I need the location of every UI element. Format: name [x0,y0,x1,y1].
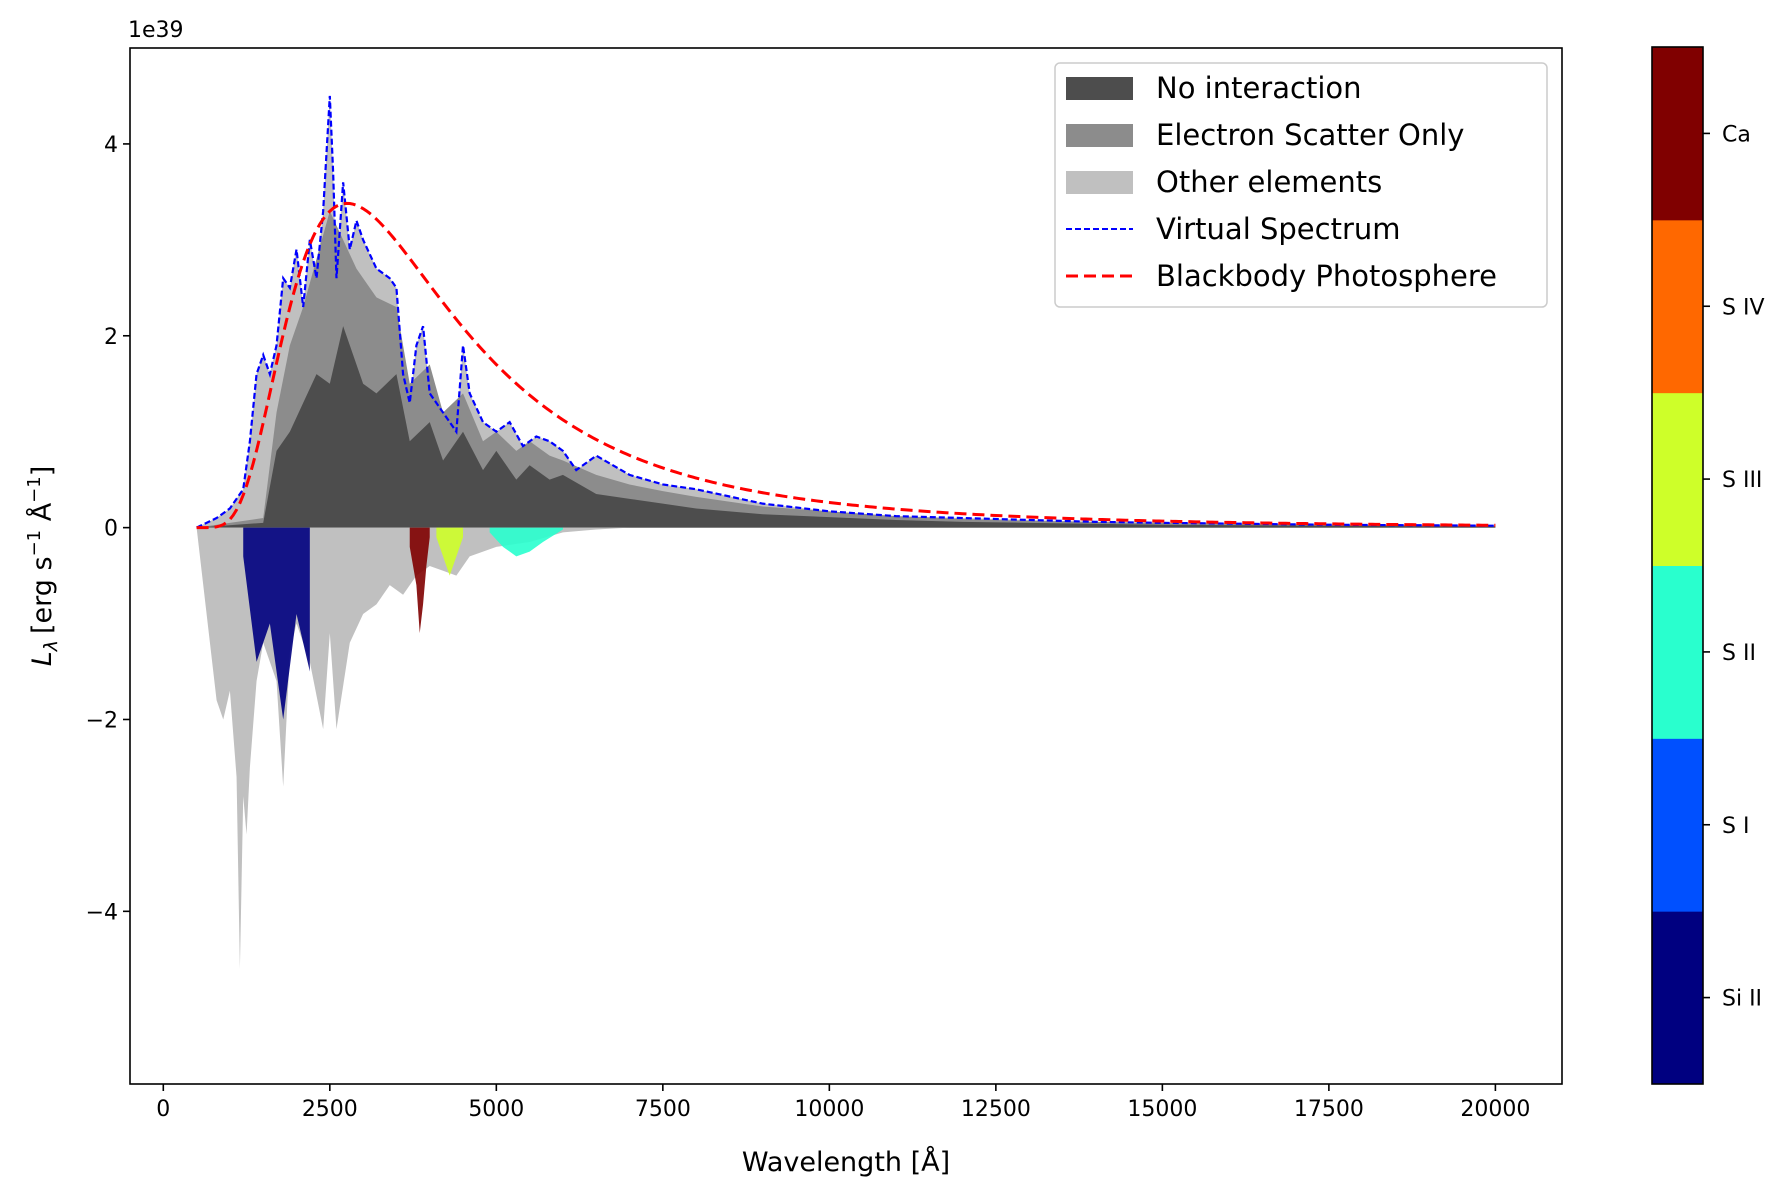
virtual-spectrum-line [196,95,1496,529]
x-tick-label: 0 [156,1097,170,1122]
x-tick-label: 17500 [1294,1097,1364,1122]
colorbar-frame [1651,46,1704,1085]
legend-swatch [1066,124,1133,147]
x-axis-label: Wavelength [Å] [742,1146,950,1178]
y-tick-label: −4 [86,900,118,925]
legend-swatch [1066,77,1133,100]
colorbar-segment [1652,47,1703,221]
y-label-angstrom: Å [26,502,58,530]
colorbar-label: Si II [1722,987,1762,1012]
y-label-exp2: −1 [24,476,45,503]
element-area-s-iii [436,527,464,576]
y-label-close: ] [27,466,58,477]
colorbar-segment [1652,911,1703,1085]
y-tick-label: 4 [104,133,118,158]
blackbody-curve [196,201,1496,530]
colorbar-label: Ca [1722,122,1751,147]
colorbar-label: S I [1722,814,1749,839]
colorbar-segment [1652,392,1703,566]
x-tick-label: 5000 [468,1097,524,1122]
y-label-subscript: λ [40,640,62,652]
y-tick-label: −2 [86,708,118,733]
colorbar-segment [1652,565,1703,739]
x-tick-label: 15000 [1127,1097,1197,1122]
y-label-units: [erg s [27,556,58,634]
legend-label: No interaction [1156,71,1362,105]
colorbar-segment [1652,219,1703,394]
colorbar-label: S IV [1722,295,1765,320]
y-tick-label: 0 [104,517,118,542]
legend: No interaction Electron Scatter Only Other… [1054,62,1548,308]
electron-scatter-area [196,211,1496,528]
element-area-si-ii [243,527,310,720]
x-tick-label: 10000 [794,1097,864,1122]
colorbar-segment [1652,738,1703,912]
legend-label: Virtual Spectrum [1156,212,1401,246]
x-tick-label: 12500 [961,1097,1031,1122]
element-area-s-ii [489,527,563,557]
legend-frame [1054,62,1548,308]
legend-swatch [1066,171,1133,194]
colorbar-label: S III [1722,468,1762,493]
legend-label: Blackbody Photosphere [1156,259,1497,293]
y-label-symbol: L [27,651,58,666]
x-tick-label: 7500 [635,1097,691,1122]
plot-area [196,95,1496,969]
x-tick-label: 2500 [302,1097,358,1122]
x-tick-label: 20000 [1460,1097,1530,1122]
no-interaction-area [196,326,1496,528]
axes-frame [129,47,1563,1085]
colorbar-label: S II [1722,641,1756,666]
y-axis: −4 −2 0 2 4 [86,133,130,925]
y-offset-label: 1e39 [128,18,184,43]
x-axis: 0 2500 5000 7500 10000 12500 15000 17500 20000 [156,1084,1530,1122]
legend-label: Other elements [1156,165,1382,199]
element-area-ca [409,527,430,634]
y-tick-label: 2 [104,325,118,350]
legend-label: Electron Scatter Only [1156,118,1464,152]
colorbar: Si II S I S II S III S IV Ca [1651,46,1765,1085]
y-label-exp1: −1 [24,530,45,557]
y-axis-label: Lλ[erg s−1 Å−1] [24,466,62,667]
